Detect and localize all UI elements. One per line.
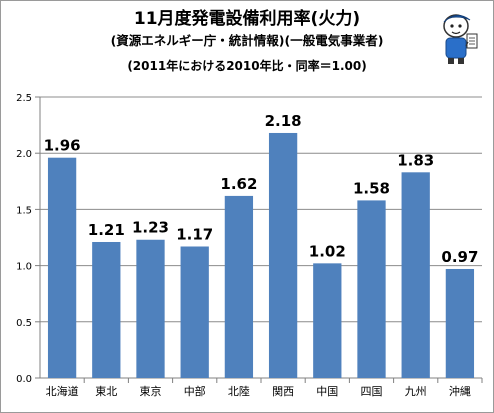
data-label: 1.83 (397, 151, 434, 169)
bar (313, 263, 342, 378)
x-tick-label: 北海道 (46, 384, 79, 398)
x-tick-label: 四国 (361, 385, 383, 398)
bar (47, 157, 77, 378)
x-tick-label: 中部 (184, 384, 206, 398)
bar (357, 200, 386, 378)
bar (268, 132, 298, 378)
data-label: 1.62 (220, 175, 257, 193)
chart-subtitle: (資源エネルギー庁・統計情報)(一般電気事業者) (110, 33, 384, 48)
x-tick-labels: 北海道 東北 東京 中部 北陸 関西 中国 四国 九州 沖縄 (46, 384, 471, 398)
x-tick-label: 中国 (316, 385, 338, 398)
value-labels: 1.96 1.21 1.23 1.17 1.62 2.18 1.02 1.58 1.83 0.97 (44, 112, 479, 266)
data-label: 1.23 (132, 219, 169, 237)
data-label: 1.21 (88, 221, 125, 239)
x-tick-label: 沖縄 (449, 384, 471, 398)
data-label: 2.18 (265, 112, 302, 130)
x-tick-label: 関西 (272, 385, 294, 398)
bar (224, 195, 254, 378)
bar (401, 172, 430, 378)
x-tick-label: 北陸 (228, 385, 250, 398)
chart-title: 11月度発電設備利用率(火力) (133, 9, 361, 29)
y-tick-label: 1.0 (16, 262, 32, 273)
data-label: 1.02 (309, 242, 346, 260)
x-tick-label: 東北 (95, 385, 117, 398)
bar (180, 246, 209, 378)
data-label: 0.97 (441, 248, 478, 266)
y-tick-label: 0.5 (16, 318, 32, 329)
bar (445, 268, 475, 378)
bar (92, 241, 121, 378)
mascot-logo (443, 14, 478, 64)
data-label: 1.17 (176, 225, 213, 243)
y-tick-label: 2.0 (16, 149, 32, 160)
data-label: 1.58 (353, 179, 390, 197)
data-label: 1.96 (44, 137, 81, 155)
y-tick-label: 2.5 (16, 93, 32, 104)
y-tick-labels: 0.0 0.5 1.0 1.5 2.0 2.5 (16, 93, 32, 385)
bar (136, 239, 165, 378)
chart-note: (2011年における2010年比・同率＝1.00) (127, 59, 367, 73)
x-tick-label: 九州 (405, 385, 427, 398)
bars (47, 132, 475, 378)
x-tick-label: 東京 (140, 384, 162, 398)
y-tick-label: 0.0 (16, 374, 32, 385)
y-tick-label: 1.5 (16, 205, 32, 216)
